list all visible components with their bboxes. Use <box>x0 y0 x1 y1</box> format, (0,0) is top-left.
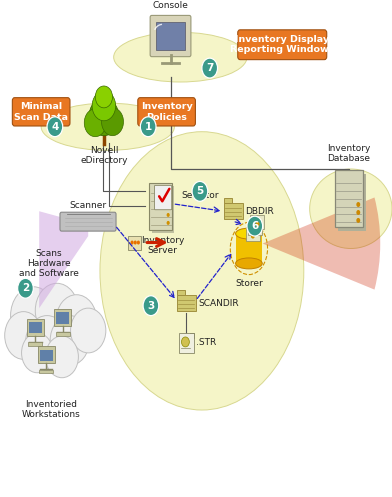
FancyBboxPatch shape <box>152 185 174 233</box>
Circle shape <box>56 295 97 346</box>
FancyBboxPatch shape <box>156 22 185 50</box>
Ellipse shape <box>114 32 247 82</box>
Circle shape <box>5 312 42 359</box>
Circle shape <box>251 234 255 239</box>
Text: Scans
Hardware
and Software: Scans Hardware and Software <box>19 248 79 278</box>
FancyBboxPatch shape <box>248 221 262 235</box>
Ellipse shape <box>236 258 262 269</box>
Circle shape <box>356 210 360 215</box>
Ellipse shape <box>100 132 304 410</box>
Polygon shape <box>39 211 88 308</box>
Circle shape <box>102 108 123 136</box>
Circle shape <box>18 278 33 298</box>
Circle shape <box>247 216 263 236</box>
Circle shape <box>95 86 113 108</box>
Circle shape <box>89 98 119 136</box>
FancyBboxPatch shape <box>236 234 262 263</box>
FancyBboxPatch shape <box>60 212 116 231</box>
FancyBboxPatch shape <box>12 97 70 126</box>
Circle shape <box>84 109 106 137</box>
Text: 4: 4 <box>51 122 58 132</box>
Circle shape <box>202 58 218 78</box>
Text: .STR: .STR <box>196 338 216 347</box>
Circle shape <box>181 337 189 347</box>
Circle shape <box>256 222 260 227</box>
Circle shape <box>22 333 53 373</box>
Text: Storer: Storer <box>235 279 263 288</box>
FancyBboxPatch shape <box>238 30 327 60</box>
FancyBboxPatch shape <box>29 322 42 333</box>
Circle shape <box>140 117 156 137</box>
FancyBboxPatch shape <box>335 170 363 227</box>
FancyBboxPatch shape <box>150 15 191 57</box>
Text: Novell
eDirectory: Novell eDirectory <box>80 146 128 165</box>
FancyBboxPatch shape <box>40 349 53 361</box>
Circle shape <box>356 218 360 223</box>
FancyBboxPatch shape <box>56 332 70 336</box>
Circle shape <box>167 213 170 217</box>
FancyBboxPatch shape <box>27 319 44 336</box>
Text: Inventoried
Workstations: Inventoried Workstations <box>22 400 80 419</box>
FancyBboxPatch shape <box>154 185 172 210</box>
Circle shape <box>45 336 78 378</box>
Circle shape <box>50 316 89 365</box>
FancyBboxPatch shape <box>177 290 185 295</box>
Text: Management
Console: Management Console <box>141 0 200 10</box>
Circle shape <box>253 228 257 233</box>
Circle shape <box>92 91 116 121</box>
Text: 6: 6 <box>251 221 258 231</box>
Text: Inventory
Database: Inventory Database <box>327 144 370 163</box>
FancyBboxPatch shape <box>138 97 195 126</box>
Text: Inventory
Policies: Inventory Policies <box>141 102 192 122</box>
Circle shape <box>137 241 140 245</box>
Ellipse shape <box>310 169 392 248</box>
Circle shape <box>131 241 134 245</box>
Circle shape <box>134 241 137 245</box>
Text: 5: 5 <box>196 186 203 196</box>
FancyBboxPatch shape <box>246 227 260 241</box>
FancyBboxPatch shape <box>56 312 69 324</box>
Ellipse shape <box>41 103 174 150</box>
FancyBboxPatch shape <box>39 370 53 373</box>
Text: SCANDIR: SCANDIR <box>198 299 239 308</box>
Wedge shape <box>263 197 380 290</box>
FancyBboxPatch shape <box>224 203 243 219</box>
Text: 2: 2 <box>22 283 29 293</box>
Ellipse shape <box>236 228 262 239</box>
Circle shape <box>47 117 63 137</box>
Circle shape <box>71 308 106 353</box>
FancyBboxPatch shape <box>149 183 172 230</box>
Circle shape <box>143 296 159 316</box>
Text: Minimal
Scan Data: Minimal Scan Data <box>14 102 68 122</box>
Circle shape <box>11 287 56 344</box>
Circle shape <box>192 181 208 201</box>
FancyBboxPatch shape <box>250 215 264 229</box>
FancyBboxPatch shape <box>179 333 194 353</box>
Text: 7: 7 <box>206 63 213 73</box>
FancyBboxPatch shape <box>338 173 366 231</box>
FancyBboxPatch shape <box>128 236 141 250</box>
Text: Scanner: Scanner <box>70 201 107 210</box>
FancyBboxPatch shape <box>54 309 71 326</box>
FancyBboxPatch shape <box>38 346 54 363</box>
Text: Selector: Selector <box>181 191 219 200</box>
FancyBboxPatch shape <box>177 295 196 311</box>
Circle shape <box>167 205 170 209</box>
Text: Inventory Display
Reporting Windows: Inventory Display Reporting Windows <box>230 35 334 55</box>
Circle shape <box>356 202 360 207</box>
Text: DBDIR: DBDIR <box>245 207 274 216</box>
Text: 3: 3 <box>147 301 154 311</box>
Circle shape <box>167 221 170 225</box>
Text: Inventory
Server: Inventory Server <box>141 236 184 255</box>
Circle shape <box>35 283 78 338</box>
FancyBboxPatch shape <box>28 342 42 346</box>
Circle shape <box>25 316 69 370</box>
FancyBboxPatch shape <box>224 198 232 203</box>
Text: 1: 1 <box>145 122 152 132</box>
